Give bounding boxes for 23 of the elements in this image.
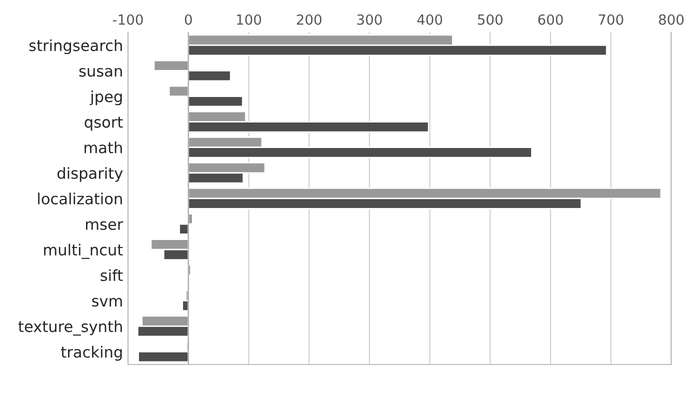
x-tick-label: 400 — [417, 14, 442, 25]
x-tick-label: 500 — [478, 14, 502, 25]
y-tick-label: mser — [86, 221, 124, 230]
x-tick-label: 600 — [538, 14, 563, 25]
x-tick-label: 300 — [357, 14, 382, 25]
y-tick-label: susan — [79, 68, 122, 77]
y-tick-label: qsort — [84, 116, 123, 131]
x-tick-label: 700 — [598, 14, 624, 25]
x-tick-label: -100 — [112, 14, 143, 25]
x-tick-label: 800 — [658, 14, 684, 25]
y-tick-label: texture_synth — [18, 320, 122, 336]
y-tick-label: svm — [92, 298, 122, 307]
y-tick-label: localization — [38, 192, 122, 204]
y-tick-label: multi_ncut — [44, 244, 123, 259]
x-tick-label: 200 — [296, 14, 322, 25]
y-tick-label: jpeg — [90, 90, 122, 106]
x-tick-label: 100 — [237, 14, 262, 25]
y-tick-label: math — [84, 142, 122, 154]
x-tick-label: 0 — [184, 14, 192, 25]
y-tick-label: disparity — [57, 167, 123, 182]
y-tick-label: stringsearch — [29, 39, 122, 54]
y-tick-label: tracking — [61, 346, 122, 361]
y-tick-label: sift — [100, 269, 123, 282]
